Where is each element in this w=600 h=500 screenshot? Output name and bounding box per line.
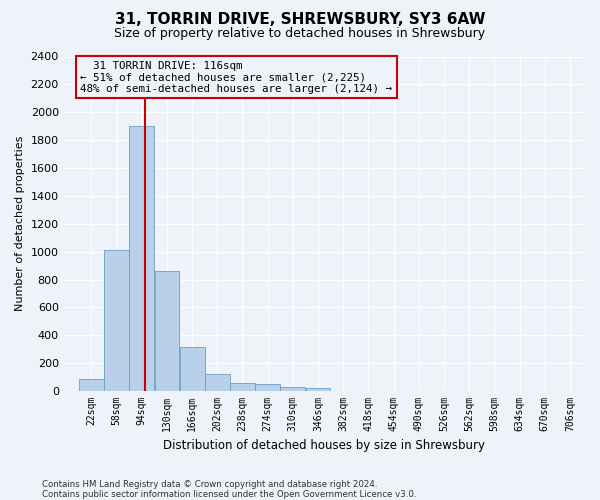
Bar: [255, 384, 280, 391]
Bar: [230, 382, 255, 391]
Bar: [130, 126, 154, 391]
Bar: [280, 387, 305, 391]
Text: Contains HM Land Registry data © Crown copyright and database right 2024.: Contains HM Land Registry data © Crown c…: [42, 480, 377, 489]
Bar: [155, 271, 179, 391]
Y-axis label: Number of detached properties: Number of detached properties: [15, 136, 25, 312]
Bar: [305, 388, 331, 391]
Text: Size of property relative to detached houses in Shrewsbury: Size of property relative to detached ho…: [115, 28, 485, 40]
Text: Contains public sector information licensed under the Open Government Licence v3: Contains public sector information licen…: [42, 490, 416, 499]
Text: 31 TORRIN DRIVE: 116sqm
← 51% of detached houses are smaller (2,225)
48% of semi: 31 TORRIN DRIVE: 116sqm ← 51% of detache…: [80, 60, 392, 94]
Bar: [205, 374, 230, 391]
Bar: [79, 378, 104, 391]
Text: 31, TORRIN DRIVE, SHREWSBURY, SY3 6AW: 31, TORRIN DRIVE, SHREWSBURY, SY3 6AW: [115, 12, 485, 28]
Bar: [104, 250, 129, 391]
Bar: [179, 347, 205, 391]
X-axis label: Distribution of detached houses by size in Shrewsbury: Distribution of detached houses by size …: [163, 440, 485, 452]
